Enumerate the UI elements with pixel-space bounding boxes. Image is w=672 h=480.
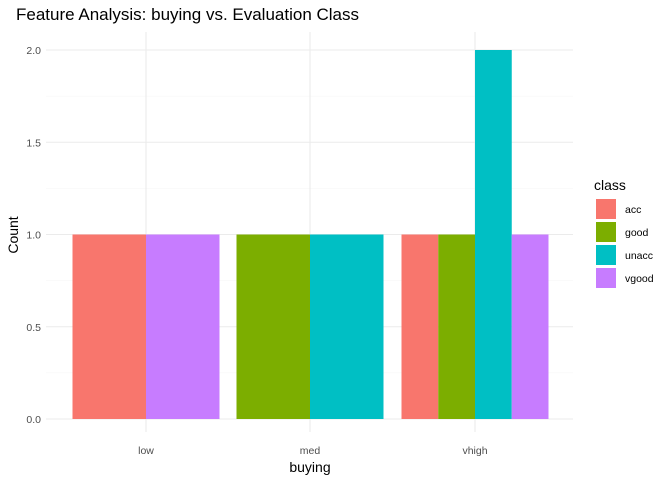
- y-tick-label: 2.0: [26, 45, 41, 57]
- legend-label-good: good: [625, 227, 649, 239]
- x-tick-label: vhigh: [462, 445, 487, 457]
- legend-key-unacc: [596, 245, 616, 265]
- bar-med-good: [236, 234, 310, 419]
- legend-label-unacc: unacc: [625, 250, 653, 262]
- legend-key-vgood: [596, 268, 616, 288]
- x-axis-title: buying: [289, 459, 330, 475]
- legend-label-vgood: vgood: [625, 273, 654, 285]
- legend-key-good: [596, 222, 616, 242]
- bar-low-acc: [72, 234, 146, 419]
- legend-label-acc: acc: [625, 204, 641, 216]
- bar-vhigh-unacc: [475, 50, 512, 419]
- y-tick-label: 1.5: [26, 137, 41, 149]
- legend-key-acc: [596, 199, 616, 219]
- bars: [72, 50, 549, 419]
- bar-low-vgood: [146, 234, 220, 419]
- chart-title: Feature Analysis: buying vs. Evaluation …: [16, 5, 359, 24]
- legend: class acc good unacc vgood: [594, 177, 654, 288]
- legend-title: class: [594, 177, 626, 193]
- bar-vhigh-acc: [401, 234, 439, 419]
- bar-vhigh-vgood: [511, 234, 549, 419]
- y-tick-labels: 0.0 0.5 1.0 1.5 2.0: [26, 45, 41, 426]
- y-tick-label: 0.5: [26, 322, 41, 334]
- y-axis-title: Count: [5, 216, 21, 253]
- x-tick-labels: low med vhigh: [138, 445, 488, 457]
- x-tick-label: low: [138, 445, 154, 457]
- bar-vhigh-good: [438, 234, 475, 419]
- bar-med-unacc: [310, 234, 384, 419]
- y-tick-label: 0.0: [26, 414, 41, 426]
- x-tick-label: med: [300, 445, 321, 457]
- y-tick-label: 1.0: [26, 230, 41, 242]
